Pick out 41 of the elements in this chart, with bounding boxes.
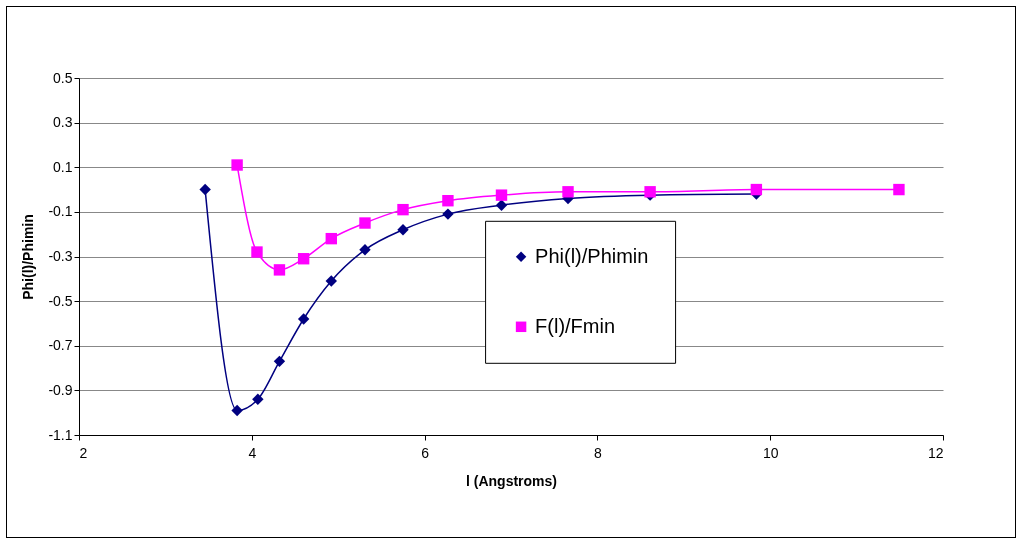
point (252, 393, 264, 405)
point (251, 246, 263, 258)
y-tick-label: 0.5 (53, 69, 73, 86)
point (297, 253, 310, 265)
x-tick-label: 12 (927, 444, 944, 461)
legend-label: F(l)/Fmin (535, 314, 616, 337)
y-tick-label: 0.1 (53, 158, 73, 175)
x-tick-label: 4 (248, 444, 257, 461)
y-tick-label: -0.9 (48, 381, 73, 398)
point (325, 275, 337, 287)
x-tick-label: 6 (421, 444, 430, 461)
point (231, 404, 243, 417)
point (750, 183, 763, 196)
point (562, 186, 574, 198)
point (297, 313, 310, 325)
point (273, 355, 286, 368)
point (495, 189, 508, 201)
point (397, 224, 409, 236)
point (397, 203, 409, 216)
point (199, 183, 211, 196)
x-axis-title: l (Angstroms) (466, 472, 557, 489)
legend-label: Phi(l)/Phimin (535, 244, 649, 267)
y-tick-label: -1.1 (48, 426, 73, 443)
point (359, 244, 371, 256)
point (442, 195, 454, 207)
point (442, 208, 454, 220)
point (273, 264, 286, 276)
y-axis-title: Phi(l)/Phimin (20, 214, 37, 300)
x-tick-label: 10 (762, 444, 779, 461)
point (231, 159, 243, 171)
point (359, 217, 371, 229)
point (495, 199, 508, 211)
y-tick-label: -0.1 (48, 203, 73, 220)
point (893, 183, 905, 196)
x-tick-label: 2 (79, 444, 88, 461)
point (325, 232, 337, 245)
y-tick-label: 0.3 (53, 114, 73, 131)
y-tick-label: -0.3 (48, 248, 73, 264)
x-tick-label: 8 (594, 444, 602, 461)
y-tick-label: -0.7 (48, 337, 73, 354)
y-tick-label: -0.5 (48, 292, 73, 309)
